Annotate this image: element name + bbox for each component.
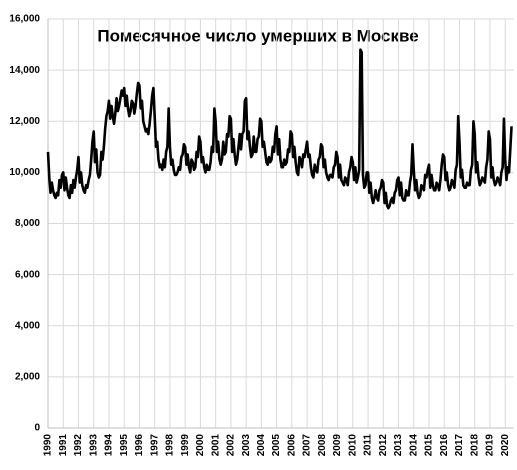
y-tick-label: 12,000 <box>9 116 40 127</box>
x-tick-label: 2012 <box>378 434 389 457</box>
x-tick-label: 2010 <box>347 434 358 457</box>
y-tick-label: 8,000 <box>15 218 40 229</box>
y-tick-label: 2,000 <box>15 372 40 383</box>
x-tick-label: 1994 <box>104 434 115 457</box>
x-tick-label: 2017 <box>454 434 465 457</box>
x-tick-label: 2005 <box>271 434 282 457</box>
x-tick-label: 2002 <box>226 434 237 457</box>
x-tick-label: 2011 <box>363 434 374 456</box>
y-tick-label: 4,000 <box>15 320 40 331</box>
x-tick-label: 2003 <box>241 434 252 457</box>
x-tick-label: 2006 <box>286 434 297 457</box>
x-tick-label: 2018 <box>469 434 480 457</box>
x-tick-label: 1999 <box>180 434 191 457</box>
x-tick-label: 1996 <box>134 434 145 457</box>
x-tick-label: 1998 <box>165 434 176 457</box>
x-tick-label: 1990 <box>43 434 54 457</box>
x-tick-label: 2020 <box>500 434 511 457</box>
x-tick-label: 2004 <box>256 434 267 457</box>
x-tick-label: 2007 <box>302 434 313 457</box>
x-tick-label: 2013 <box>393 434 404 457</box>
x-tick-label: 1995 <box>119 434 130 457</box>
y-tick-label: 16,000 <box>9 14 40 25</box>
x-tick-label: 1997 <box>149 434 160 457</box>
x-tick-label: 2019 <box>485 434 496 457</box>
x-tick-label: 2009 <box>332 434 343 457</box>
x-tick-label: 2016 <box>439 434 450 457</box>
x-tick-label: 2008 <box>317 434 328 457</box>
y-tick-label: 6,000 <box>15 269 40 280</box>
x-tick-label: 2001 <box>210 434 221 457</box>
x-tick-label: 2015 <box>424 434 435 457</box>
x-tick-label: 2014 <box>408 434 419 457</box>
x-tick-label: 1991 <box>58 434 69 457</box>
x-tick-label: 2000 <box>195 434 206 457</box>
data-line <box>46 48 513 210</box>
y-tick-label: 14,000 <box>9 65 40 76</box>
x-tick-label: 1993 <box>88 434 99 457</box>
x-tick-label: 1992 <box>73 434 84 457</box>
y-tick-label: 10,000 <box>9 167 40 178</box>
chart-title: Помесячное число умерших в Москве <box>97 26 418 45</box>
y-tick-label: 0 <box>34 423 40 434</box>
